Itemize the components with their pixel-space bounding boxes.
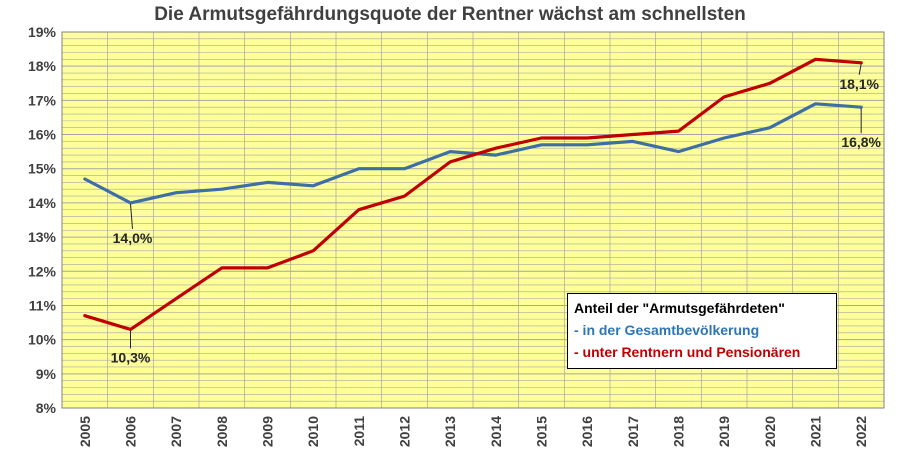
- y-tick-label: 11%: [29, 297, 57, 313]
- series-line-gesamtbevoelkerung: [83, 102, 863, 205]
- y-tick-label: 10%: [28, 332, 57, 348]
- x-tick-label: 2021: [808, 416, 824, 447]
- y-tick-label: 8%: [36, 400, 57, 416]
- x-tick-label: 2006: [123, 416, 139, 447]
- data-label: 14,0%: [113, 230, 153, 246]
- annotation-leader: [858, 63, 862, 75]
- series-lines: [83, 57, 863, 331]
- annotation-leader: [130, 203, 133, 229]
- data-label: 16,8%: [841, 134, 881, 150]
- x-tick-label: 2018: [671, 416, 687, 447]
- x-tick-label: 2014: [488, 416, 504, 447]
- y-tick-label: 17%: [28, 92, 57, 108]
- x-tick-label: 2015: [534, 416, 550, 447]
- x-tick-label: 2020: [762, 416, 778, 447]
- data-labels: 14,0% 10,3% 18,1% 16,8%: [111, 63, 882, 365]
- series-line-rentner: [83, 57, 863, 331]
- x-tick-label: 2008: [214, 416, 230, 447]
- y-tick-label: 15%: [28, 161, 57, 177]
- legend-entry-rentner: - unter Rentnern und Pensionären: [574, 344, 801, 360]
- data-label: 10,3%: [111, 349, 151, 365]
- x-tick-label: 2012: [397, 416, 413, 447]
- plot-border: [61, 31, 885, 409]
- x-tick-label: 2005: [77, 416, 93, 447]
- y-tick-label: 9%: [36, 366, 57, 382]
- x-tick-label: 2022: [853, 416, 869, 447]
- chart-title: Die Armutsgefährdungsquote der Rentner w…: [154, 4, 746, 25]
- legend: Anteil der "Armutsgefährdeten" - in der …: [567, 293, 837, 369]
- x-tick-label: 2011: [351, 416, 367, 447]
- y-tick-label: 18%: [28, 58, 57, 74]
- y-tick-label: 14%: [28, 195, 57, 211]
- x-axis-ticks: 2005 2006 2007 2008 2009 2010 2011 2012 2013 2014…: [77, 416, 869, 447]
- x-tick-label: 2010: [305, 416, 321, 447]
- x-tick-label: 2013: [442, 416, 458, 447]
- x-tick-label: 2019: [716, 416, 732, 447]
- x-tick-label: 2017: [625, 416, 641, 447]
- y-tick-label: 12%: [28, 263, 57, 279]
- y-axis-ticks: 8% 9% 10% 11% 12% 13% 14% 15% 16% 17% 18% 19%: [28, 24, 57, 416]
- x-tick-label: 2007: [168, 416, 184, 447]
- legend-title: Anteil der "Armutsgefährdeten": [574, 300, 785, 316]
- data-label: 18,1%: [839, 76, 879, 92]
- y-tick-label: 16%: [28, 127, 57, 143]
- legend-entry-gesamtbevoelkerung: - in der Gesamtbevölkerung: [574, 322, 760, 338]
- x-tick-label: 2016: [579, 416, 595, 447]
- y-tick-label: 13%: [28, 229, 57, 245]
- x-tick-label: 2009: [260, 416, 276, 447]
- y-tick-label: 19%: [28, 24, 57, 40]
